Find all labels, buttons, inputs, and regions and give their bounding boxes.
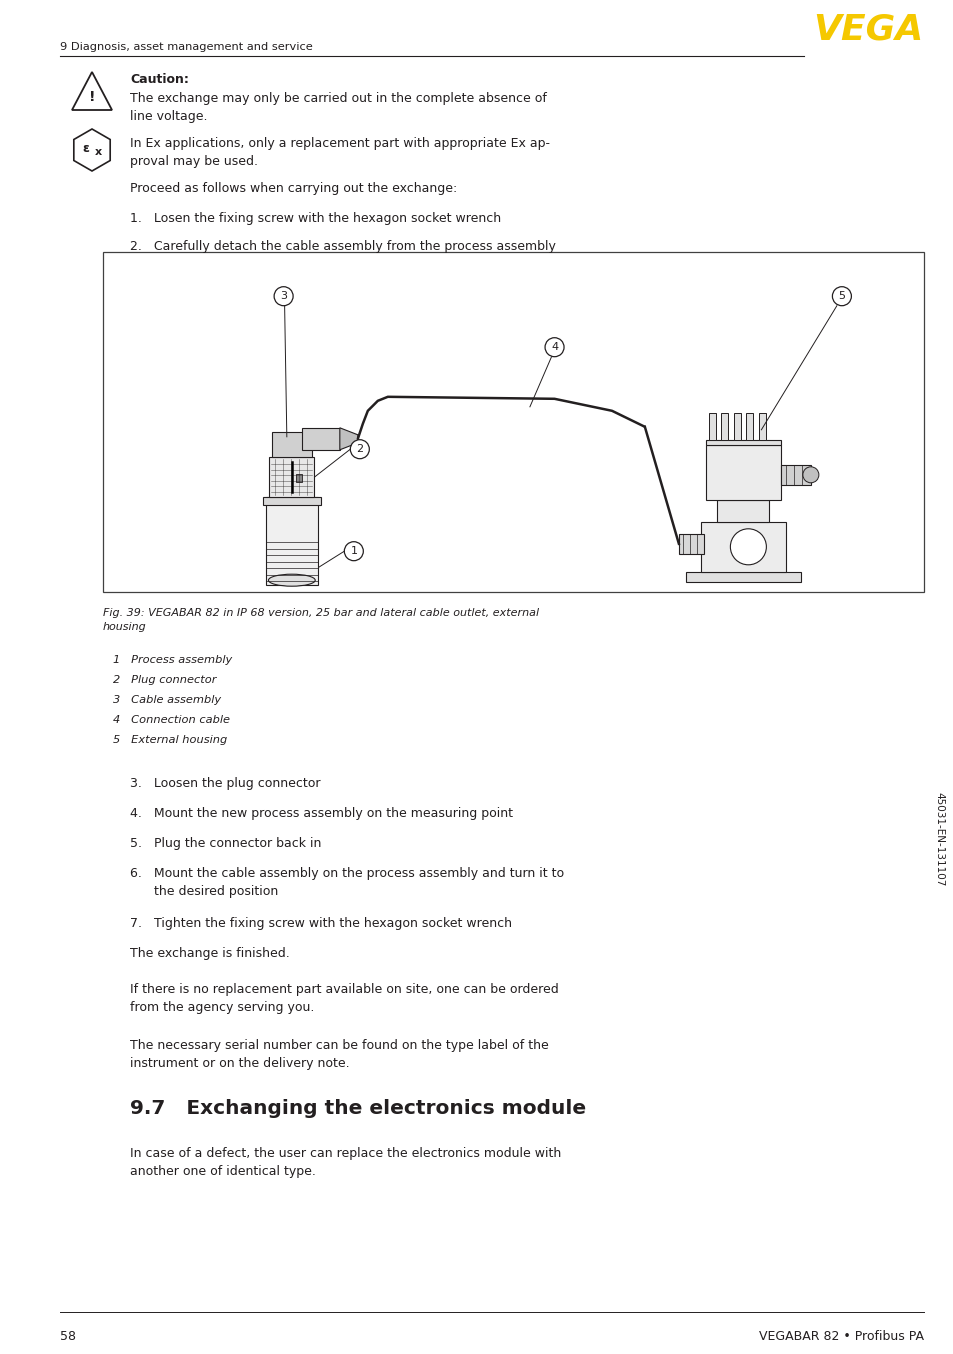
Text: 3   Cable assembly: 3 Cable assembly: [112, 695, 221, 705]
Text: Caution:: Caution:: [130, 73, 189, 87]
Bar: [272, 432, 312, 456]
Bar: [705, 440, 781, 445]
Text: 9 Diagnosis, asset management and service: 9 Diagnosis, asset management and servic…: [60, 42, 313, 51]
Ellipse shape: [268, 574, 314, 586]
Text: 7.   Tighten the fixing screw with the hexagon socket wrench: 7. Tighten the fixing screw with the hex…: [130, 917, 512, 930]
Text: 3.   Loosen the plug connector: 3. Loosen the plug connector: [130, 777, 320, 789]
Bar: [781, 464, 810, 485]
Polygon shape: [339, 428, 357, 450]
Text: x: x: [95, 148, 102, 157]
Bar: [679, 533, 703, 554]
Text: The exchange may only be carried out in the complete absence of
line voltage.: The exchange may only be carried out in …: [130, 92, 546, 123]
Circle shape: [350, 440, 369, 459]
Circle shape: [274, 287, 293, 306]
Text: 1.   Losen the fixing screw with the hexagon socket wrench: 1. Losen the fixing screw with the hexag…: [130, 213, 500, 225]
Text: 58: 58: [60, 1330, 76, 1343]
Text: 1: 1: [350, 546, 357, 556]
Bar: [295, 474, 301, 482]
Bar: [717, 500, 768, 521]
Text: 45031-EN-131107: 45031-EN-131107: [933, 792, 943, 887]
Text: 4: 4: [551, 343, 558, 352]
Bar: [705, 445, 781, 500]
Text: 2   Plug connector: 2 Plug connector: [112, 676, 216, 685]
Text: 4   Connection cable: 4 Connection cable: [112, 715, 230, 724]
Bar: [700, 521, 785, 571]
Bar: [720, 413, 727, 440]
Text: 2.   Carefully detach the cable assembly from the process assembly: 2. Carefully detach the cable assembly f…: [130, 240, 556, 253]
Bar: [269, 456, 314, 497]
Circle shape: [832, 287, 850, 306]
Bar: [263, 497, 320, 505]
Circle shape: [544, 337, 563, 356]
Bar: [103, 252, 923, 592]
Text: 6.   Mount the cable assembly on the process assembly and turn it to
      the d: 6. Mount the cable assembly on the proce…: [130, 867, 563, 898]
Text: 5   External housing: 5 External housing: [112, 735, 227, 745]
Bar: [733, 413, 740, 440]
Text: In case of a defect, the user can replace the electronics module with
another on: In case of a defect, the user can replac…: [130, 1147, 560, 1178]
Text: If there is no replacement part available on site, one can be ordered
from the a: If there is no replacement part availabl…: [130, 983, 558, 1014]
Text: 3: 3: [280, 291, 287, 301]
Text: The necessary serial number can be found on the type label of the
instrument or : The necessary serial number can be found…: [130, 1039, 548, 1070]
Text: 1   Process assembly: 1 Process assembly: [112, 655, 232, 665]
Text: ε: ε: [82, 142, 89, 154]
Bar: [266, 497, 317, 585]
Bar: [758, 413, 765, 440]
Text: 5: 5: [838, 291, 844, 301]
Text: Fig. 39: VEGABAR 82 in IP 68 version, 25 bar and lateral cable outlet, external
: Fig. 39: VEGABAR 82 in IP 68 version, 25…: [103, 608, 538, 631]
Bar: [708, 413, 715, 440]
Text: VEGABAR 82 • Profibus PA: VEGABAR 82 • Profibus PA: [759, 1330, 923, 1343]
Text: Proceed as follows when carrying out the exchange:: Proceed as follows when carrying out the…: [130, 181, 456, 195]
Text: 4.   Mount the new process assembly on the measuring point: 4. Mount the new process assembly on the…: [130, 807, 513, 821]
Text: In Ex applications, only a replacement part with appropriate Ex ap-
proval may b: In Ex applications, only a replacement p…: [130, 137, 550, 168]
Text: 2: 2: [355, 444, 363, 454]
Bar: [685, 571, 800, 582]
Bar: [301, 428, 339, 450]
Text: The exchange is finished.: The exchange is finished.: [130, 946, 290, 960]
Circle shape: [802, 467, 818, 483]
Text: !: !: [89, 89, 95, 104]
Bar: [745, 413, 752, 440]
Text: 9.7   Exchanging the electronics module: 9.7 Exchanging the electronics module: [130, 1099, 585, 1118]
Text: 5.   Plug the connector back in: 5. Plug the connector back in: [130, 837, 321, 850]
Circle shape: [730, 529, 765, 565]
Circle shape: [344, 542, 363, 561]
Text: VEGA: VEGA: [813, 14, 923, 47]
